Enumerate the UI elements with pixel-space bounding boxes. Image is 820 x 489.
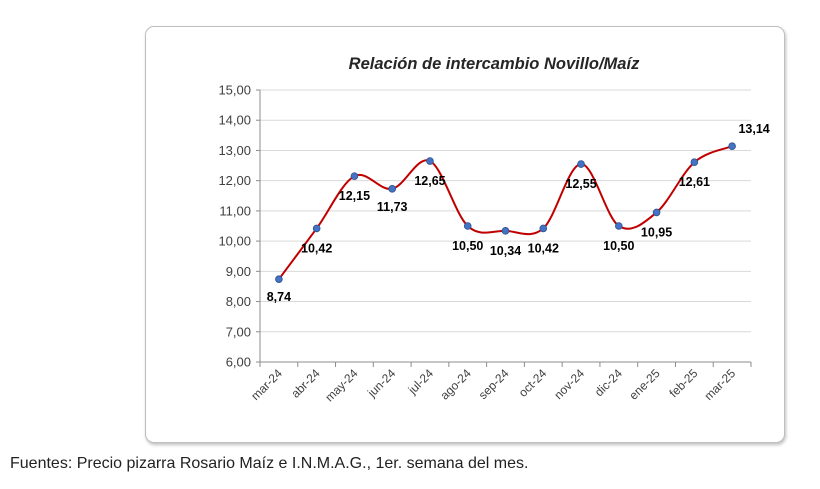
x-tick-label: sep-24 [476,366,512,402]
y-tick-label: 11,00 [219,203,251,218]
data-point [312,224,321,233]
y-tick-label: 8,00 [226,294,251,309]
data-point [652,208,661,217]
y-tick-label: 14,00 [218,113,251,128]
data-label: 12,65 [414,174,445,188]
x-tick-label: may-24 [322,366,360,404]
data-label: 12,61 [679,175,710,189]
data-label: 10,50 [603,239,634,253]
y-tick-label: 15,00 [218,83,251,98]
series-line [278,145,733,280]
axes [256,89,752,367]
line-chart: Relación de intercambio Novillo/Maíz 6,0… [218,55,770,404]
x-tick-label: jun-24 [364,366,398,400]
data-label: 8,74 [267,290,291,304]
data-point [275,275,283,283]
data-point [728,142,736,151]
data-point [388,185,396,193]
data-point [350,172,359,180]
data-point [577,160,585,168]
data-point [426,157,434,165]
y-axis-tick-labels: 6,00 7,00 8,00 9,00 10,00 11,00 12,00 13,00 14,0… [218,83,251,370]
data-label: 10,34 [490,244,521,258]
x-tick-label: feb-25 [667,366,701,400]
series-line-path [278,145,733,280]
x-tick-label: nov-24 [551,366,587,402]
data-label: 12,55 [565,177,596,191]
y-tick-label: 7,00 [226,324,251,339]
x-axis-tick-labels: mar-24 abr-24 may-24 jun-24 jul-24 ago-24 sep-… [248,366,738,404]
data-label: 12,15 [339,189,370,203]
data-point [690,158,699,167]
gridlines [260,89,751,333]
data-markers [275,142,736,283]
y-tick-label: 10,00 [218,234,251,249]
y-tick-label: 6,00 [226,355,251,370]
x-tick-label: dic-24 [592,366,625,399]
data-label: 10,50 [452,239,483,253]
x-tick-label: ene-25 [626,366,663,403]
data-point [615,222,623,230]
y-tick-label: 12,00 [218,173,251,188]
x-tick-label: oct-24 [516,366,550,400]
data-point [463,222,472,230]
source-note: Fuentes: Precio pizarra Rosario Maíz e I… [10,455,529,472]
y-tick-label: 9,00 [226,264,251,279]
y-tick-label: 13,00 [218,143,251,158]
chart-frame: Relación de intercambio Novillo/Maíz 6,0… [145,26,785,443]
x-tick-label: jul-24 [405,366,437,398]
data-labels: 8,74 10,42 12,15 11,73 12,65 10,50 10,34 10,42 1… [267,122,770,304]
data-label: 10,95 [641,225,672,239]
x-tick-label: mar-25 [701,366,738,403]
chart-title: Relación de intercambio Novillo/Maíz [349,55,640,73]
x-tick-label: abr-24 [288,366,323,401]
data-label: 10,42 [528,241,559,255]
x-tick-label: ago-24 [438,366,475,403]
data-label: 13,14 [738,122,769,136]
data-point [539,224,548,233]
data-point [501,227,510,235]
data-label: 10,42 [301,241,332,255]
x-tick-label: mar-24 [248,366,285,403]
data-label: 11,73 [377,200,408,214]
